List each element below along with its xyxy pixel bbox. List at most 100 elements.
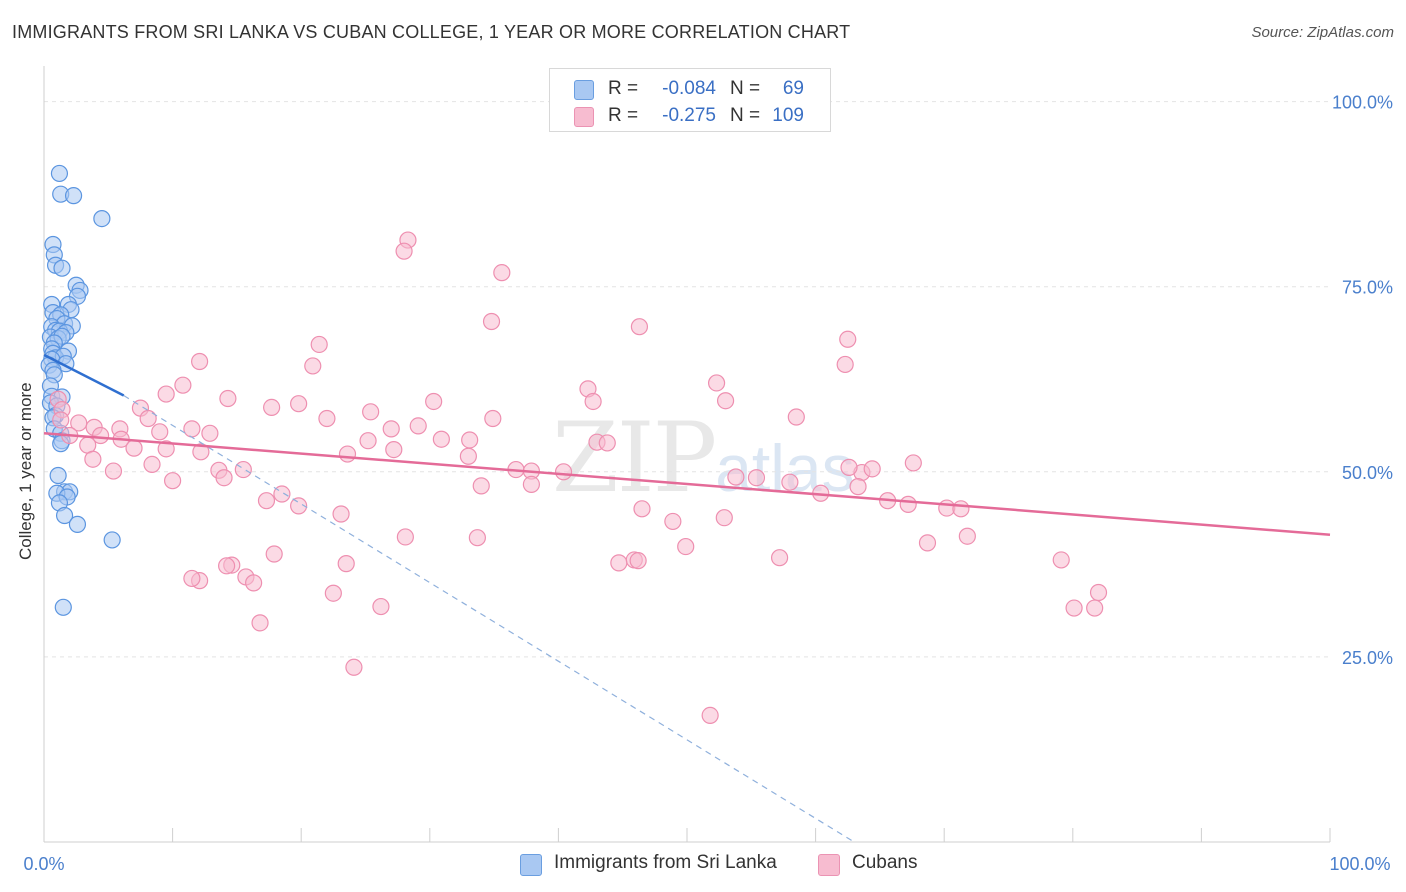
legend-row-cubans: R = -0.275 N = 109	[550, 102, 830, 128]
cubans-point	[707, 374, 726, 392]
sri-lanka-point	[55, 506, 74, 525]
sri-lanka-point	[68, 515, 87, 533]
cubans-point	[385, 440, 403, 459]
cubans-point	[191, 352, 209, 371]
cubans-point	[461, 431, 479, 449]
cubans-point	[863, 460, 881, 478]
bottom-legend-swatch-cubans	[818, 854, 840, 876]
sri-lanka-point	[93, 209, 111, 228]
y-tick-label: 50.0%	[1342, 463, 1393, 483]
cubans-point	[183, 420, 201, 438]
cubans-point	[395, 242, 413, 260]
legend-swatch-sri-lanka	[574, 80, 594, 100]
cubans-point	[715, 509, 733, 527]
legend-n-label: N =	[730, 105, 761, 126]
cubans-point	[215, 469, 233, 487]
cubans-point	[952, 500, 970, 518]
cubans-point	[338, 445, 357, 463]
cubans-point	[84, 450, 102, 468]
legend-r-label: R =	[608, 78, 639, 99]
cubans-point	[904, 454, 922, 472]
cubans-point	[362, 403, 380, 421]
cubans-point	[382, 420, 400, 438]
cubans-point	[257, 492, 276, 510]
y-tick-label: 25.0%	[1342, 648, 1393, 668]
cubans-point	[664, 512, 682, 531]
cubans-point	[157, 440, 175, 458]
cubans-point	[770, 549, 789, 567]
cubans-point	[836, 355, 854, 374]
cubans-point	[52, 411, 70, 429]
cubans-point	[493, 264, 511, 282]
bottom-legend: Immigrants from Sri Lanka Cubans	[0, 852, 1406, 878]
cubans-point	[787, 408, 805, 426]
cubans-point	[151, 423, 169, 441]
cubans-point	[554, 463, 573, 481]
cubans-point	[251, 614, 269, 632]
cubans-point	[164, 472, 182, 490]
cubans-point	[332, 505, 350, 523]
cubans-point	[522, 475, 540, 493]
cubans-point	[1086, 599, 1104, 617]
cubans-point	[484, 409, 502, 428]
x-tick-label: 100.0%	[1329, 854, 1390, 874]
legend: R = -0.084 N = 69 R = -0.275 N = 109	[549, 68, 831, 132]
cubans-point	[918, 534, 937, 552]
cubans-point	[192, 443, 210, 461]
cubans-point	[899, 495, 917, 513]
legend-r-value: -0.084	[662, 78, 716, 99]
cubans-point	[432, 430, 450, 448]
sri-lanka-point	[64, 187, 83, 205]
cubans-point	[425, 392, 443, 411]
cubans-point	[781, 473, 799, 491]
cubans-point	[318, 409, 336, 428]
chart-title: IMMIGRANTS FROM SRI LANKA VS CUBAN COLLE…	[12, 22, 851, 42]
cubans-point	[174, 376, 192, 394]
sri-lanka-trend-line	[43, 353, 125, 397]
cubans-point	[359, 432, 377, 450]
cubans-point	[143, 455, 161, 474]
sri-lanka-point	[50, 164, 69, 183]
cubans-point	[290, 497, 308, 515]
bottom-legend-label: Immigrants from Sri Lanka	[554, 852, 777, 873]
cubans-point	[372, 597, 390, 616]
cubans-point	[1065, 599, 1083, 617]
cubans-point	[219, 389, 237, 408]
cubans-point	[183, 569, 201, 588]
cubans-point	[840, 458, 858, 476]
cubans-point	[839, 330, 857, 348]
cubans-point	[263, 398, 281, 416]
y-tick-label: 75.0%	[1342, 278, 1393, 298]
cubans-point	[245, 574, 263, 592]
cubans-point	[1089, 583, 1108, 602]
cubans-point	[727, 468, 745, 486]
cubans-point	[337, 555, 355, 573]
cubans-point	[310, 335, 328, 354]
cubans-point	[610, 554, 628, 572]
cubans-point	[125, 439, 143, 457]
cubans-point	[218, 557, 236, 575]
sri-lanka-point	[103, 531, 121, 549]
cubans-point	[104, 462, 123, 480]
bottom-legend-label: Cubans	[852, 852, 918, 873]
cubans-point	[677, 537, 695, 556]
cubans-point	[633, 500, 651, 518]
cubans-point	[468, 529, 486, 547]
cubans-point	[201, 424, 219, 442]
cubans-point	[459, 447, 477, 465]
legend-n-value: 109	[772, 105, 804, 126]
legend-n-value: 69	[782, 78, 804, 99]
cubans-point	[70, 414, 88, 432]
legend-swatch-cubans	[574, 107, 594, 127]
cubans-point	[345, 658, 363, 676]
cubans-point	[630, 318, 649, 336]
legend-r-value: -0.275	[662, 105, 716, 126]
y-tick-label: 100.0%	[1332, 93, 1393, 113]
cubans-point	[265, 545, 283, 563]
watermark-zip: ZIP	[552, 402, 717, 514]
cubans-point	[409, 417, 427, 435]
cubans-point	[849, 478, 867, 496]
cubans-point	[584, 392, 602, 411]
legend-row-sri-lanka: R = -0.084 N = 69	[550, 75, 830, 101]
